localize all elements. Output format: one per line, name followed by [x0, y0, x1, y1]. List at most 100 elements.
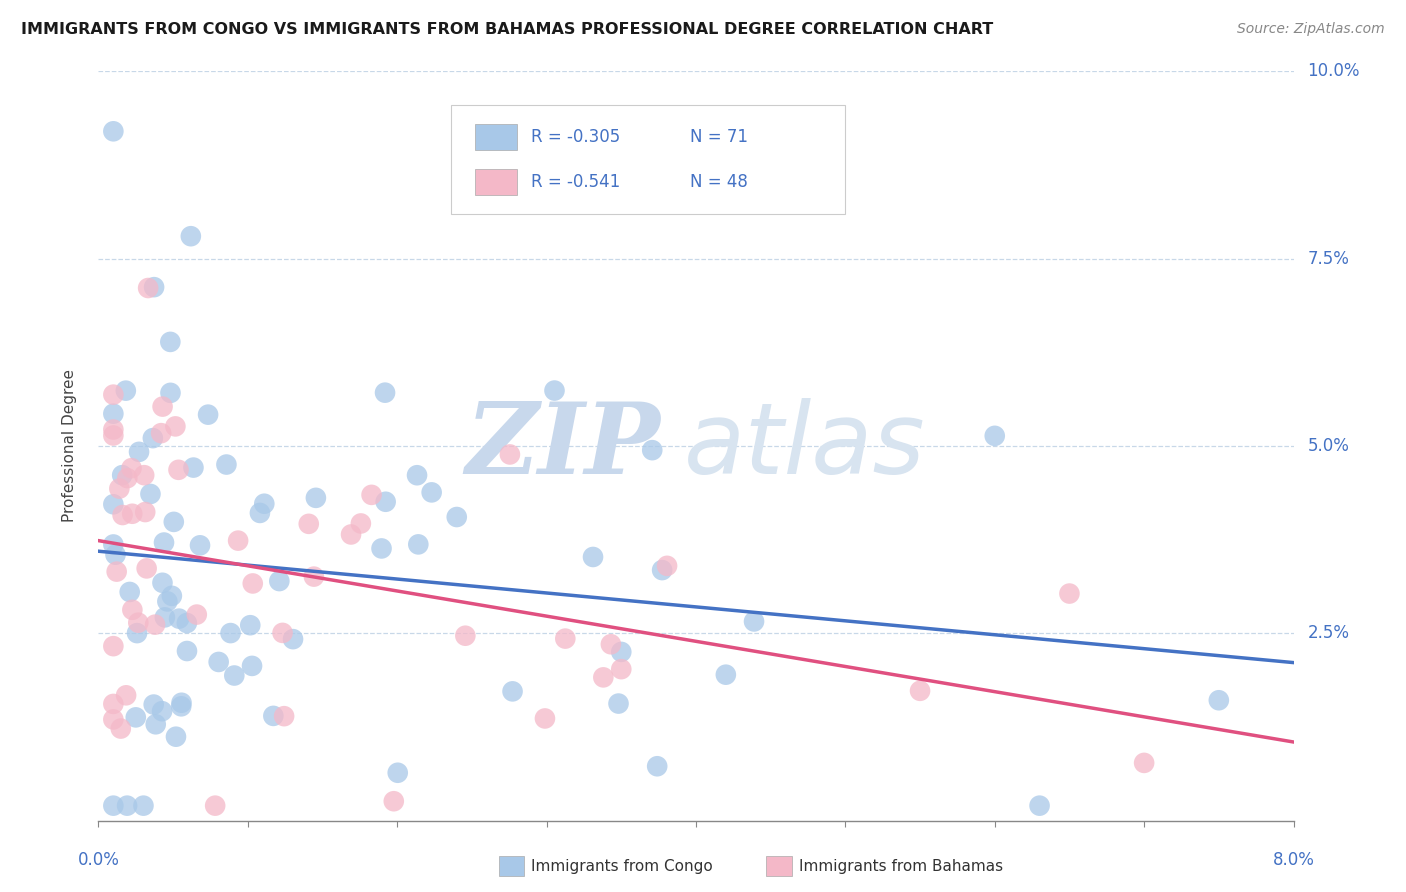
Point	[208, 655, 231, 669]
Point	[742, 615, 765, 629]
Point	[374, 495, 396, 509]
Point	[370, 541, 392, 556]
Text: Immigrants from Congo: Immigrants from Congo	[531, 859, 713, 873]
Point	[142, 698, 165, 712]
Point	[176, 615, 198, 630]
Point	[152, 575, 174, 590]
Text: Source: ZipAtlas.com: Source: ZipAtlas.com	[1237, 22, 1385, 37]
Text: N = 48: N = 48	[690, 173, 748, 191]
Point	[121, 507, 143, 521]
Point	[145, 717, 167, 731]
Point	[502, 684, 524, 698]
Point	[103, 428, 125, 442]
Point	[125, 626, 148, 640]
Point	[103, 713, 125, 727]
Point	[219, 626, 242, 640]
Point	[454, 629, 477, 643]
Point	[170, 699, 193, 714]
Point	[607, 697, 630, 711]
Point	[111, 468, 134, 483]
Point	[908, 683, 931, 698]
Point	[183, 460, 205, 475]
Point	[281, 632, 304, 647]
Point	[127, 615, 149, 630]
Point	[350, 516, 373, 531]
Point	[651, 563, 673, 577]
Point	[302, 569, 325, 583]
Point	[197, 408, 219, 422]
Point	[115, 798, 138, 813]
Text: 0.0%: 0.0%	[77, 851, 120, 869]
Point	[655, 558, 678, 573]
Point	[271, 626, 294, 640]
Point	[115, 688, 138, 702]
Point	[110, 722, 132, 736]
Point	[111, 508, 134, 522]
Text: atlas: atlas	[685, 398, 925, 494]
Text: R = -0.541: R = -0.541	[531, 173, 620, 191]
Point	[408, 537, 430, 551]
Point	[610, 662, 633, 676]
Point	[103, 497, 125, 511]
Point	[136, 281, 159, 295]
Point	[1133, 756, 1156, 770]
Point	[599, 637, 621, 651]
Point	[406, 468, 429, 483]
Text: 7.5%: 7.5%	[1308, 250, 1350, 268]
Point	[610, 645, 633, 659]
Point	[499, 447, 522, 461]
Point	[153, 535, 176, 549]
Point	[160, 589, 183, 603]
Point	[226, 533, 249, 548]
Point	[239, 618, 262, 632]
Point	[554, 632, 576, 646]
Point	[645, 759, 668, 773]
Point	[714, 667, 737, 681]
Point	[242, 576, 264, 591]
Point	[188, 538, 211, 552]
Point	[103, 124, 125, 138]
FancyBboxPatch shape	[475, 169, 517, 194]
Point	[1028, 798, 1050, 813]
Point	[176, 644, 198, 658]
Point	[152, 400, 174, 414]
Point	[534, 711, 557, 725]
Point	[103, 423, 125, 437]
Point	[420, 485, 443, 500]
Text: 5.0%: 5.0%	[1308, 437, 1350, 455]
FancyBboxPatch shape	[475, 124, 517, 150]
Point	[103, 639, 125, 653]
Point	[641, 443, 664, 458]
Point	[1208, 693, 1230, 707]
Text: 10.0%: 10.0%	[1308, 62, 1360, 80]
Point	[105, 565, 128, 579]
Point	[249, 506, 271, 520]
Text: 2.5%: 2.5%	[1308, 624, 1350, 642]
Point	[269, 574, 291, 588]
Text: N = 71: N = 71	[690, 128, 748, 146]
Point	[165, 419, 187, 434]
Point	[543, 384, 565, 398]
Point	[374, 385, 396, 400]
Point	[150, 704, 173, 718]
Point	[305, 491, 328, 505]
Text: Immigrants from Bahamas: Immigrants from Bahamas	[799, 859, 1002, 873]
Point	[134, 468, 156, 483]
Point	[108, 482, 131, 496]
Point	[273, 709, 295, 723]
Point	[1059, 586, 1081, 600]
Point	[262, 709, 284, 723]
Point	[143, 617, 166, 632]
Point	[121, 603, 143, 617]
Point	[103, 798, 125, 813]
Point	[163, 515, 186, 529]
Point	[387, 765, 409, 780]
Point	[134, 505, 156, 519]
Point	[382, 794, 405, 808]
FancyBboxPatch shape	[451, 105, 845, 214]
Point	[135, 561, 157, 575]
Text: IMMIGRANTS FROM CONGO VS IMMIGRANTS FROM BAHAMAS PROFESSIONAL DEGREE CORRELATION: IMMIGRANTS FROM CONGO VS IMMIGRANTS FROM…	[21, 22, 994, 37]
Point	[103, 407, 125, 421]
Point	[215, 458, 238, 472]
Point	[240, 659, 263, 673]
